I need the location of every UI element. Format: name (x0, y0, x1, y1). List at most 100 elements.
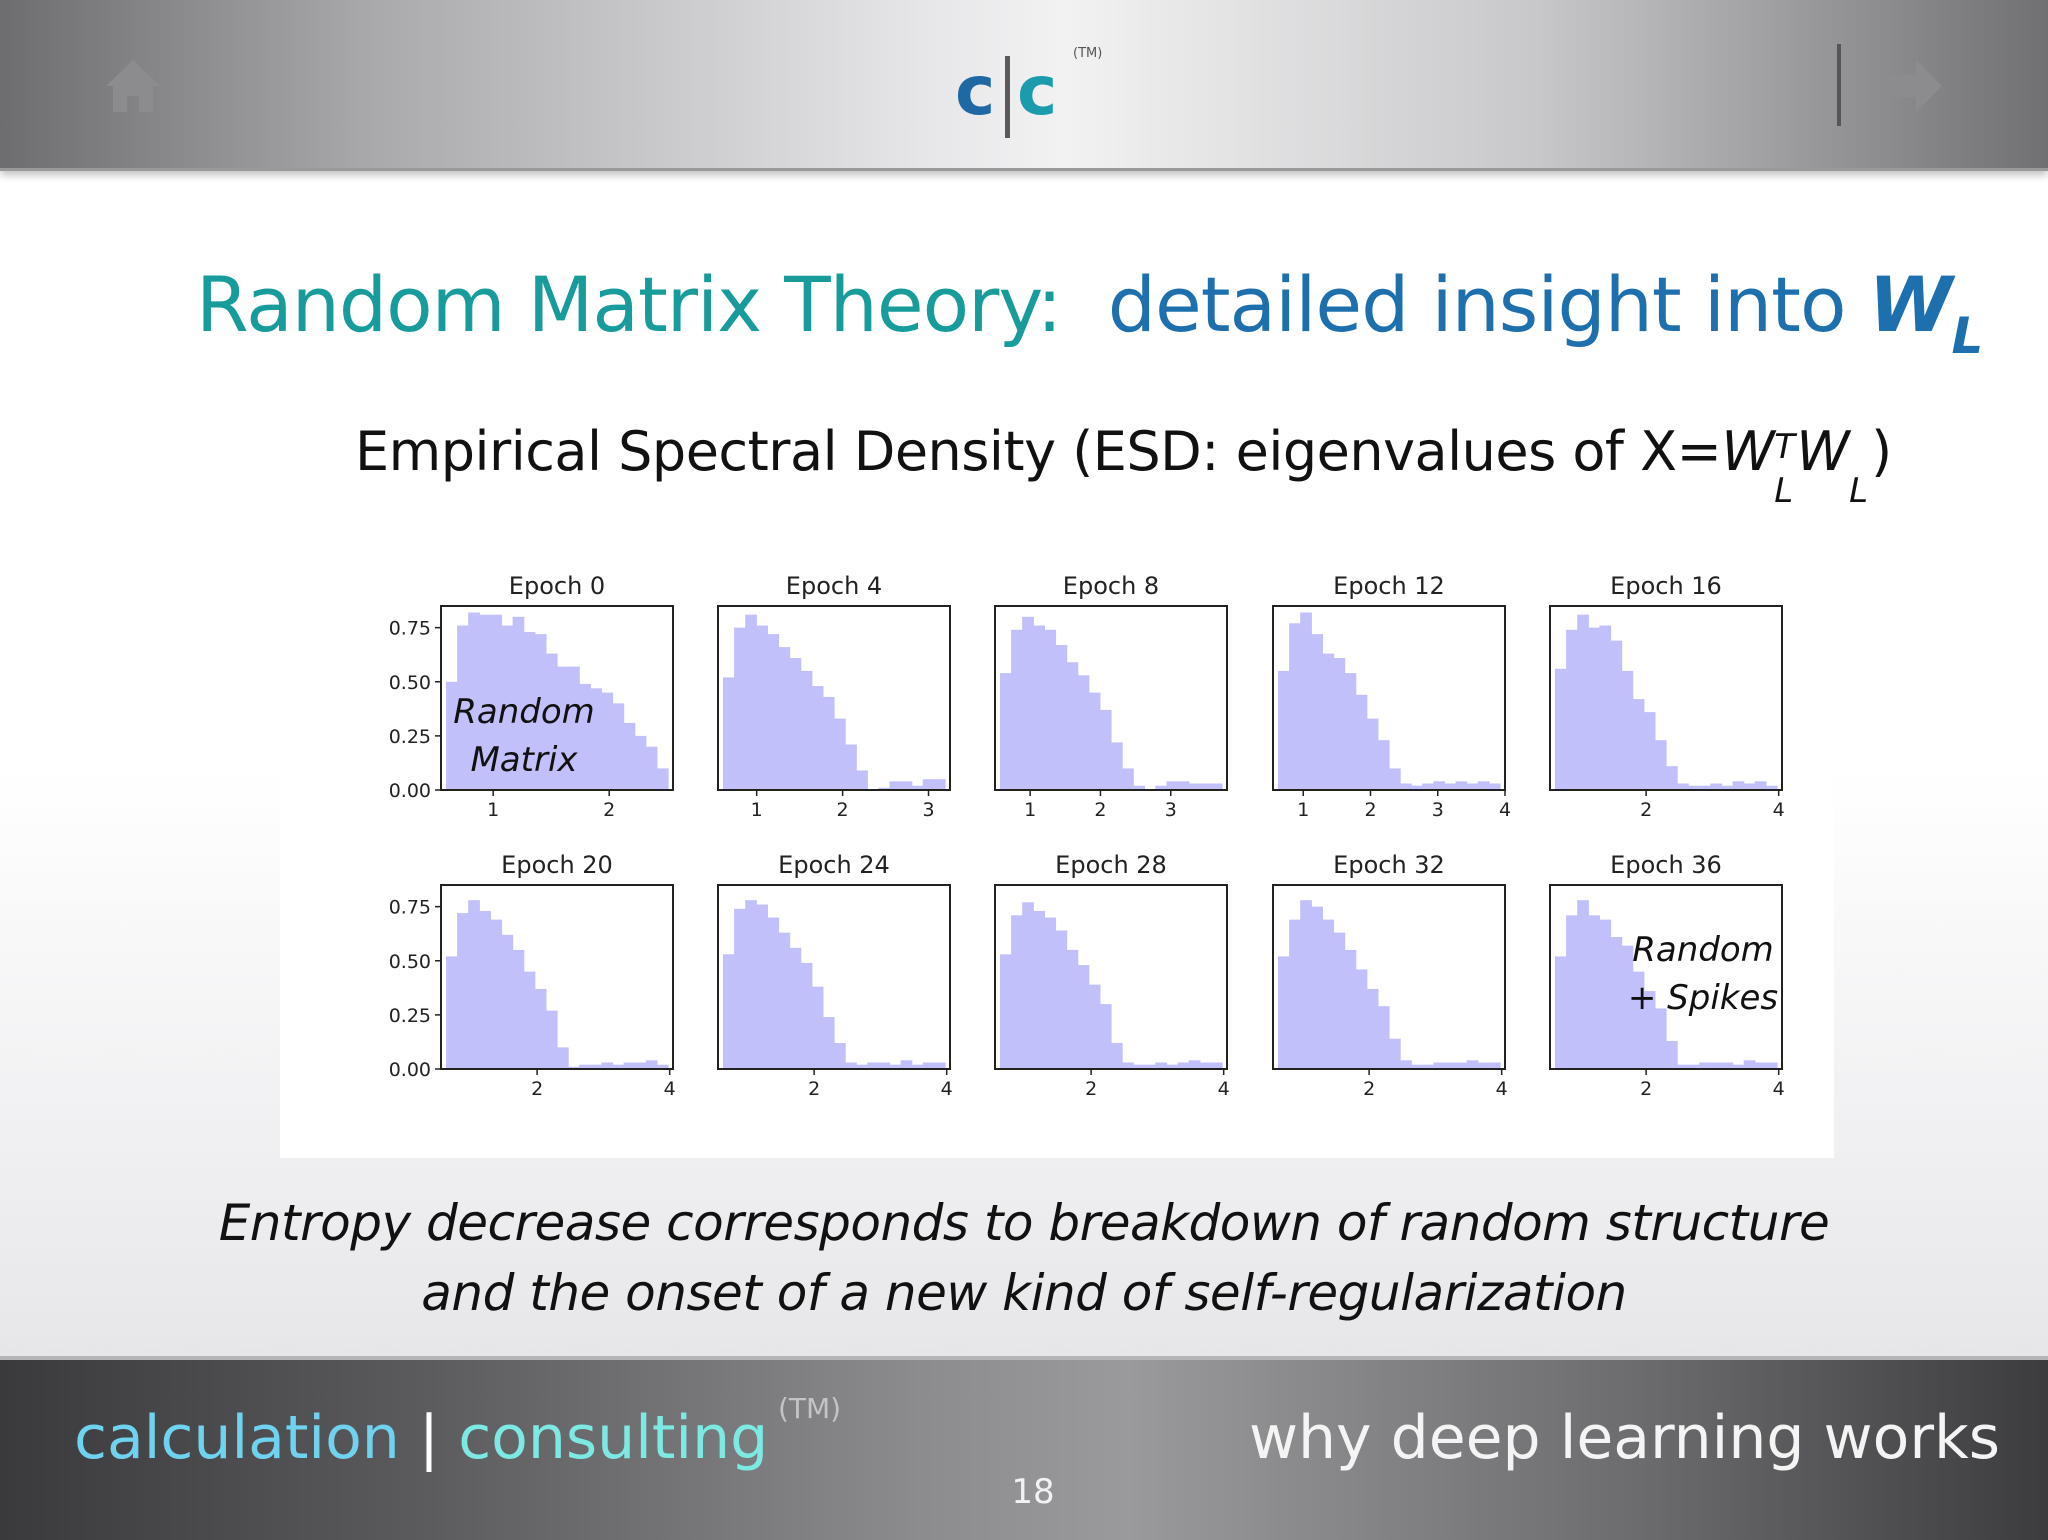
histogram-bar (1466, 1060, 1479, 1069)
x-tick-label: 4 (664, 1078, 676, 1100)
panel-title: Epoch 16 (1610, 572, 1722, 600)
panel-frame (1549, 884, 1783, 1070)
histogram-bar (1066, 949, 1079, 1069)
histogram-bar (1155, 785, 1168, 790)
histogram-bar (1289, 919, 1301, 1069)
histogram-bar (1133, 1064, 1145, 1069)
home-button[interactable] (104, 58, 162, 114)
y-tick-label: 0.50 (389, 672, 431, 694)
histogram-bar (911, 785, 924, 790)
histogram-bar (523, 632, 536, 790)
arrow-right-icon (1886, 60, 1942, 112)
histogram-bar (933, 1062, 946, 1069)
histogram-bar (457, 625, 469, 790)
histogram-bar (1344, 949, 1357, 1069)
histogram-bar (523, 971, 536, 1069)
histogram-bar (922, 779, 935, 790)
histogram-bar (1300, 900, 1312, 1069)
x-tick-label: 2 (1364, 799, 1376, 821)
histogram-bar (1422, 783, 1434, 790)
histogram-bar (1066, 662, 1079, 790)
panel-annotation: Random (1632, 930, 1774, 970)
histogram-bar (1566, 915, 1578, 1069)
histogram-bar (1199, 1062, 1212, 1069)
next-slide-button[interactable] (1884, 58, 1944, 114)
histogram-bar (1155, 1062, 1168, 1069)
histogram-bar (856, 770, 868, 790)
x-tick-label: 2 (1640, 799, 1652, 821)
histogram-bar (756, 625, 768, 790)
histogram-bar (800, 670, 813, 790)
slide-subtitle: Empirical Spectral Density (ESD: eigenva… (355, 412, 1892, 511)
histogram-bar (856, 1064, 868, 1069)
subtitle-text: Empirical Spectral Density (ESD: eigenva… (355, 420, 1722, 483)
histogram-bar (1444, 1062, 1457, 1069)
histogram-bar (1011, 629, 1023, 790)
histogram-bar (1355, 969, 1368, 1069)
footer-calculation: calculation (74, 1403, 400, 1473)
histogram-bar (1344, 673, 1357, 790)
x-tick-label: 3 (1165, 799, 1177, 821)
histogram-bar (922, 1062, 935, 1069)
histogram-bar (1621, 670, 1634, 790)
histogram-bar (1577, 900, 1589, 1069)
histogram-bar (1044, 917, 1057, 1069)
histogram-bar (534, 634, 547, 790)
histogram-bar (1599, 919, 1612, 1069)
panel-frame (717, 884, 951, 1070)
histogram-bar (1111, 1043, 1123, 1069)
x-tick-label: 4 (1496, 1078, 1508, 1100)
histogram-bar (1188, 783, 1201, 790)
x-tick-label: 1 (751, 799, 763, 821)
slide-caption: Entropy decrease corresponds to breakdow… (0, 1188, 2048, 1328)
histogram-bar (1000, 954, 1012, 1069)
histogram-bar (822, 696, 835, 790)
histogram-bar (1022, 616, 1034, 790)
histogram-bar (645, 746, 658, 790)
histogram-bar (1621, 945, 1634, 1069)
subtitle-sub2: L (1849, 471, 1868, 511)
histogram-bar (1099, 1004, 1112, 1069)
panel-title: Epoch 24 (778, 851, 890, 879)
histogram-bar (1488, 1062, 1501, 1069)
histogram-bar (1322, 653, 1335, 790)
esd-figure: Epoch 0 1 2 0.75 0.50 0.25 0.00 Random Matrix Epo… (280, 528, 1834, 1158)
panel-title: Epoch 12 (1333, 572, 1445, 600)
histogram-bar (1088, 692, 1101, 790)
x-tick-label: 2 (1094, 799, 1106, 821)
histogram-bar (656, 768, 669, 790)
y-tick-label: 0.75 (389, 618, 431, 640)
histogram-bar (1133, 785, 1145, 790)
histogram-bar (933, 779, 946, 790)
histogram-bar (1433, 1062, 1446, 1069)
histogram-bar (1278, 956, 1290, 1069)
histogram-bar (1177, 1062, 1190, 1069)
histogram-bar (800, 962, 813, 1069)
logo-trademark: (TM) (1073, 46, 1103, 61)
histogram-bar (490, 614, 503, 790)
histogram-bar (579, 1064, 591, 1069)
panel-frame (1549, 605, 1783, 791)
histogram-bar (1210, 783, 1223, 790)
histogram-bar (1099, 709, 1112, 790)
histogram-bar (1566, 629, 1578, 790)
histogram-bar (1122, 768, 1134, 790)
histogram-bar (845, 1062, 857, 1069)
histogram-bar (1077, 675, 1090, 790)
histogram-bar (1444, 783, 1457, 790)
histogram-bar (1366, 988, 1379, 1069)
x-tick-label: 3 (922, 799, 934, 821)
y-tick-label: 0.00 (389, 1059, 431, 1081)
histogram-bar (1411, 785, 1423, 790)
subtitle-w1: W (1721, 420, 1775, 483)
histogram-bar (645, 1060, 658, 1069)
panel-frame (440, 884, 674, 1070)
histogram-bar (568, 666, 580, 790)
histogram-bar (568, 1066, 580, 1069)
histogram-bar (1088, 984, 1101, 1069)
histogram-bar (878, 1062, 891, 1069)
histogram-bar (446, 681, 458, 790)
histogram-bar (1654, 1008, 1667, 1069)
histogram-bar (1400, 783, 1412, 790)
histogram-bar (1699, 1062, 1711, 1069)
